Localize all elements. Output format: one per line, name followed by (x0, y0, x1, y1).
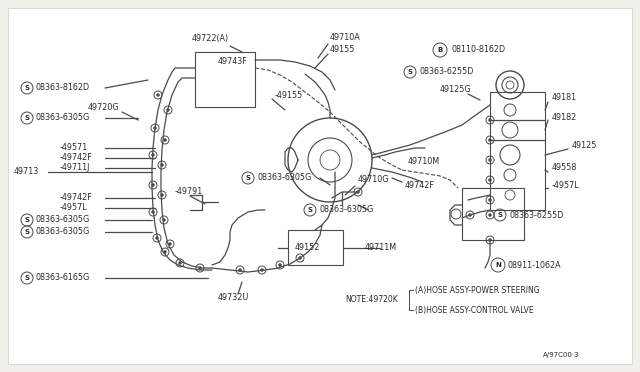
Circle shape (488, 238, 492, 241)
Text: 49713: 49713 (14, 167, 39, 176)
Text: 08363-6305G: 08363-6305G (257, 173, 311, 183)
Text: -49791: -49791 (175, 187, 204, 196)
Circle shape (161, 164, 163, 167)
Circle shape (168, 243, 172, 246)
Text: 49722(A): 49722(A) (192, 33, 229, 42)
FancyBboxPatch shape (8, 8, 632, 364)
Text: S: S (24, 85, 29, 91)
Text: 49743F: 49743F (218, 58, 248, 67)
Text: -49571: -49571 (60, 144, 88, 153)
Text: (B)HOSE ASSY-CONTROL VALVE: (B)HOSE ASSY-CONTROL VALVE (415, 305, 534, 314)
Circle shape (166, 109, 170, 112)
Bar (288, 230, 343, 265)
Text: N: N (495, 262, 501, 268)
Text: S: S (307, 207, 312, 213)
Circle shape (163, 138, 166, 141)
Text: S: S (24, 275, 29, 281)
Text: -49742F: -49742F (60, 193, 93, 202)
Text: 49155: 49155 (330, 45, 355, 55)
Circle shape (152, 154, 154, 157)
Circle shape (161, 193, 163, 196)
Text: 08363-6305G: 08363-6305G (36, 113, 90, 122)
Text: 49742F: 49742F (405, 180, 435, 189)
Circle shape (488, 179, 492, 182)
Text: 08363-6305G: 08363-6305G (36, 215, 90, 224)
Circle shape (156, 237, 159, 240)
Text: -49155: -49155 (275, 90, 303, 99)
Text: 49125: 49125 (572, 141, 597, 150)
Circle shape (179, 262, 182, 264)
Text: 49152: 49152 (295, 244, 321, 253)
Text: 08363-6255D: 08363-6255D (419, 67, 474, 77)
Text: 49710A: 49710A (330, 33, 361, 42)
Text: 49710G: 49710G (358, 176, 390, 185)
Text: S: S (24, 217, 29, 223)
Circle shape (488, 199, 492, 202)
Text: S: S (246, 175, 250, 181)
Text: 49720G: 49720G (88, 103, 120, 112)
Text: S: S (408, 69, 413, 75)
Text: 08110-8162D: 08110-8162D (451, 45, 505, 55)
Circle shape (278, 263, 282, 266)
Circle shape (298, 257, 301, 260)
Text: -49711J: -49711J (60, 164, 90, 173)
Text: B: B (437, 47, 443, 53)
Circle shape (157, 93, 159, 96)
Bar (490, 92, 545, 210)
Text: S: S (497, 212, 502, 218)
Text: A/97C00·3: A/97C00·3 (543, 352, 580, 358)
Text: S: S (24, 115, 29, 121)
Text: 49182: 49182 (552, 113, 577, 122)
Text: 08363-6255D: 08363-6255D (509, 211, 563, 219)
Circle shape (488, 158, 492, 161)
Text: 08363-6165G: 08363-6165G (36, 273, 90, 282)
Text: -49742F: -49742F (60, 154, 93, 163)
Circle shape (488, 119, 492, 122)
Circle shape (488, 214, 492, 217)
Circle shape (260, 269, 264, 272)
Circle shape (356, 190, 360, 193)
Circle shape (163, 218, 166, 221)
Text: 08911-1062A: 08911-1062A (508, 260, 562, 269)
Text: 49732U: 49732U (218, 294, 250, 302)
Text: 49711M: 49711M (365, 244, 397, 253)
Text: S: S (24, 229, 29, 235)
Circle shape (239, 269, 241, 272)
Circle shape (163, 250, 166, 253)
Circle shape (152, 211, 154, 214)
Text: -4957L: -4957L (60, 203, 88, 212)
Text: 49710M: 49710M (408, 157, 440, 167)
Text: 08363-6305G: 08363-6305G (36, 228, 90, 237)
Circle shape (154, 126, 157, 129)
Text: -4957L: -4957L (552, 180, 580, 189)
Circle shape (468, 214, 472, 217)
Text: 49558: 49558 (552, 164, 577, 173)
Circle shape (488, 138, 492, 141)
Text: 49181: 49181 (552, 93, 577, 103)
Text: 08363-6305G: 08363-6305G (319, 205, 373, 215)
Text: (A)HOSE ASSY-POWER STEERING: (A)HOSE ASSY-POWER STEERING (415, 285, 540, 295)
Circle shape (152, 183, 154, 186)
Circle shape (198, 266, 202, 269)
Bar (195, 52, 255, 107)
Text: 49125G: 49125G (440, 86, 472, 94)
Bar (462, 188, 524, 240)
Text: 08363-8162D: 08363-8162D (36, 83, 90, 93)
Text: NOTE:49720K: NOTE:49720K (345, 295, 397, 305)
